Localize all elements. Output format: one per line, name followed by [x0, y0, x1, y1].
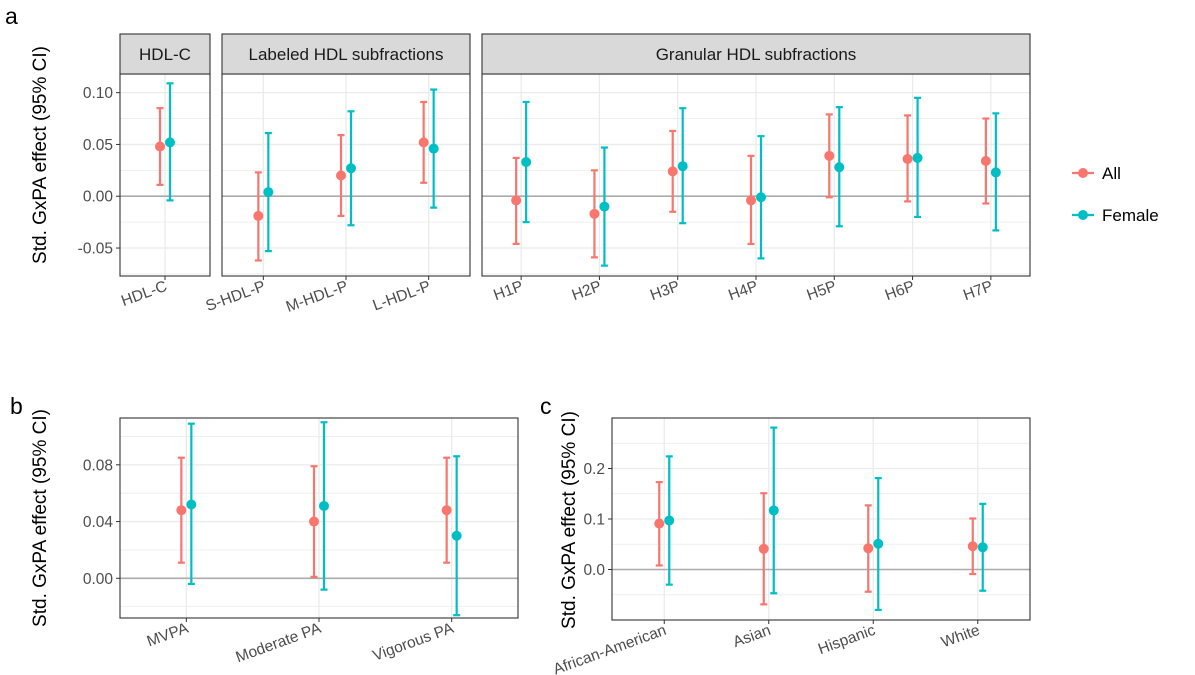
panel-a-point: [253, 210, 264, 221]
panel-a-xtick-label: H7P: [961, 278, 995, 304]
panel-c-point: [977, 542, 988, 553]
panel-a-xtick-label: H3P: [648, 278, 682, 304]
panel-a-xtick-label: H5P: [805, 278, 839, 304]
panel-b-point: [451, 530, 462, 541]
panel-c-ytick-label: 0.1: [583, 512, 605, 529]
panel-c-ytick-label: 0.0: [583, 562, 605, 579]
panel-a-point: [165, 137, 175, 148]
panel-b-ylabel: Std. GxPA effect (95% CI): [30, 409, 51, 627]
panel-a-point: [824, 150, 835, 161]
panel-a-point: [511, 195, 522, 206]
panel-c-point: [768, 505, 779, 516]
panel-b-xtick-label: Moderate PA: [234, 620, 324, 667]
legend-label: All: [1102, 164, 1121, 183]
panel-a-facet-title: Granular HDL subfractions: [656, 45, 857, 64]
panel-a-point: [155, 141, 165, 152]
panel-c-ytick-label: 0.2: [583, 461, 605, 478]
panel-a-ytick-label: 0.10: [83, 85, 114, 102]
panel-a-point: [980, 156, 991, 167]
panel-c-xtick-label: White: [939, 622, 982, 652]
panel-c-point: [664, 515, 675, 526]
panel-a-xtick-label: H4P: [726, 278, 760, 304]
panel-a-point: [756, 192, 766, 203]
panel-b-xtick-label: Vigorous PA: [371, 620, 457, 665]
panel-a-point: [589, 208, 600, 219]
panel-a-ytick-label: 0.05: [83, 137, 113, 154]
panel-a-point: [834, 162, 845, 173]
panel-a-point: [990, 167, 1001, 178]
panel-b-letter: b: [10, 393, 23, 419]
panel-b-ytick-label: 0.04: [83, 514, 114, 531]
panel-c-point: [967, 541, 978, 552]
panel-c-xtick-label: Hispanic: [816, 622, 878, 658]
panel-a-point: [418, 137, 429, 148]
panel-a-xtick-label: HDL-C: [119, 278, 169, 310]
panel-c-point: [863, 543, 874, 554]
panel-c-point: [873, 538, 884, 549]
panel-a-point: [667, 166, 678, 177]
panel-a-point: [336, 170, 346, 181]
panel-a-facet-title: Labeled HDL subfractions: [249, 45, 444, 64]
panel-a-point: [902, 153, 913, 164]
panel-c-point: [654, 518, 665, 529]
panel-a-xtick-label: H2P: [570, 278, 604, 304]
panel-b-point: [319, 500, 329, 511]
panel-b-point: [186, 499, 197, 510]
panel-b-point: [441, 505, 452, 516]
panel-a-ytick-label: 0.00: [83, 189, 114, 206]
legend-label: Female: [1102, 206, 1159, 225]
panel-c-point: [758, 543, 769, 554]
panel-a-xtick-label: H1P: [491, 278, 525, 304]
panel-a-facet-strip: [221, 33, 471, 75]
panel-c-xtick-label: Asian: [731, 622, 773, 651]
legend-key-point: [1078, 210, 1088, 220]
legend-key-point: [1078, 168, 1088, 178]
panel-a-ytick-label: -0.05: [78, 241, 113, 258]
panel-a-point: [746, 195, 756, 206]
panel-c-letter: c: [540, 393, 552, 419]
panel-a-facet-title: HDL-C: [139, 45, 191, 64]
panel-a-point: [263, 187, 274, 198]
panel-a-point: [912, 152, 923, 163]
panel-a-ylabel: Std. GxPA effect (95% CI): [30, 46, 51, 264]
panel-a-point: [346, 163, 356, 174]
panel-a-xtick-label: S-HDL-P: [204, 278, 268, 315]
panel-b-ytick-label: 0.08: [83, 457, 113, 474]
panel-a-letter: a: [5, 3, 18, 29]
panel-a-point: [677, 161, 688, 172]
panel-b-point: [176, 505, 187, 516]
panel-a-xtick-label: L-HDL-P: [371, 278, 433, 315]
panel-a-xtick-label: H6P: [883, 278, 917, 304]
panel-a-point: [599, 201, 610, 212]
panel-a-point: [428, 143, 439, 154]
panel-a-xtick-label: M-HDL-P: [284, 278, 351, 316]
panel-b-xtick-label: MVPA: [145, 620, 192, 651]
panel-a-point: [521, 157, 532, 168]
panel-b-ytick-label: 0.00: [83, 571, 114, 588]
panel-c-ylabel: Std. GxPA effect (95% CI): [559, 411, 580, 629]
panel-a-facet-strip: [119, 33, 211, 75]
panel-b-point: [309, 516, 319, 527]
panel-a-facet-strip: [481, 33, 1031, 75]
